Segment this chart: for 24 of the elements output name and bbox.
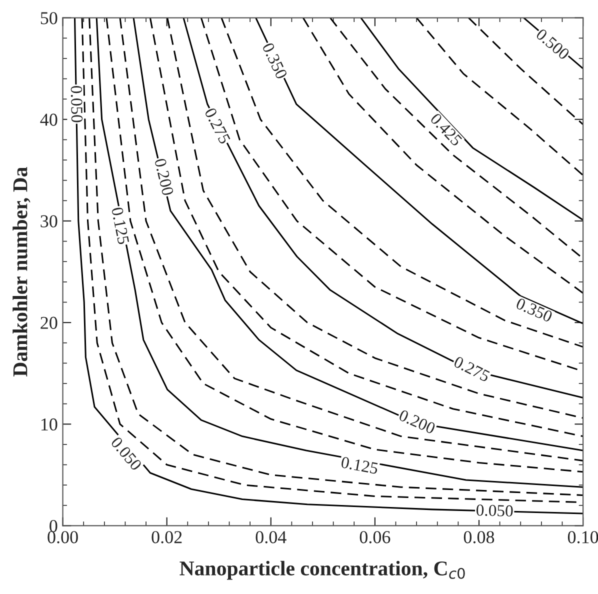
y-tick-label: 30 [40,215,58,228]
x-tick-label: 0.10 [568,531,598,544]
annotation: 0.125 [340,456,378,474]
y-tick-label: 50 [40,12,58,24]
y-axis-title: Damkohler number, Da [12,167,30,376]
y-tick-label: 20 [40,316,58,329]
y-tick-label: 0 [50,520,58,532]
annotation: 0.125 [111,206,130,245]
y-tick-label: 40 [40,114,58,126]
x-tick-label: 0.04 [256,531,286,544]
annotation: 0.050 [70,86,83,122]
annotation: 0.200 [398,409,436,434]
annotation: 0.275 [204,107,231,145]
annotation: 0.050 [476,504,513,517]
x-tick-label: 0.00 [48,531,78,544]
x-tick-label: 0.08 [464,531,494,544]
annotation: 0.200 [154,158,174,196]
annotation: 0.350 [262,42,288,80]
annotation: 0.275 [453,356,491,382]
x-tick-label: 0.06 [360,531,390,544]
annotation: 0.350 [515,298,554,323]
y-tick-label: 10 [41,418,58,431]
x-axis-title: Nanoparticle concentration, C$_{c0}$ [180,560,465,580]
x-tick-label: 0.02 [152,531,182,544]
